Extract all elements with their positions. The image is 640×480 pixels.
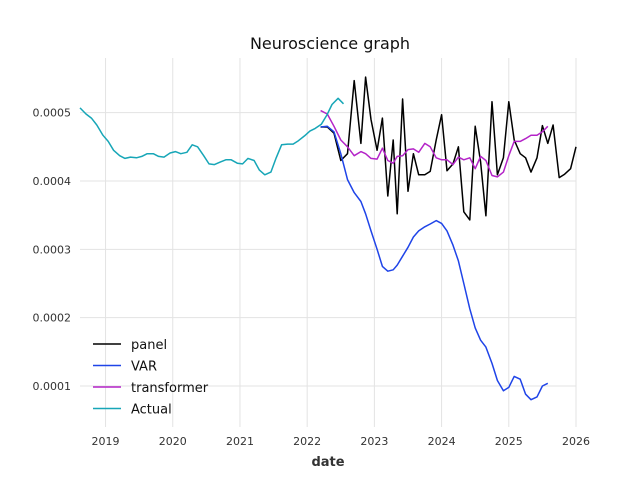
series-line-var: [320, 125, 549, 401]
y-tick-label: 0.0003: [33, 243, 72, 256]
x-tick-label: 2021: [226, 435, 254, 448]
series-line-panel: [320, 76, 577, 221]
x-tick-label: 2023: [360, 435, 388, 448]
legend-label: transformer: [131, 381, 209, 396]
legend-label: Actual: [131, 403, 172, 418]
grid: [80, 58, 577, 427]
x-tick-label: 2020: [159, 435, 187, 448]
x-axis-title: date: [311, 455, 344, 470]
legend-label: VAR: [131, 360, 157, 375]
y-tick-label: 0.0001: [33, 380, 72, 393]
legend: panel VAR transformer Actual: [93, 338, 209, 418]
legend-label: panel: [131, 338, 167, 353]
x-tick-label: 2024: [428, 435, 456, 448]
chart-title: Neuroscience graph: [250, 34, 410, 53]
series-line-actual: [79, 97, 345, 176]
x-tick-label: 2022: [293, 435, 321, 448]
y-tick-label: 0.0002: [33, 312, 72, 325]
y-axis: 0.0001 0.0002 0.0003 0.0004 0.0005: [33, 107, 72, 393]
series-line-transformer: [320, 109, 549, 178]
x-tick-label: 2019: [92, 435, 120, 448]
x-axis: 2019 2020 2021 2022 2023 2024 2025 2026: [92, 435, 590, 448]
x-tick-label: 2025: [495, 435, 523, 448]
y-tick-label: 0.0004: [33, 175, 72, 188]
y-tick-label: 0.0005: [33, 107, 72, 120]
x-tick-label: 2026: [562, 435, 590, 448]
series-lines: [79, 76, 577, 401]
